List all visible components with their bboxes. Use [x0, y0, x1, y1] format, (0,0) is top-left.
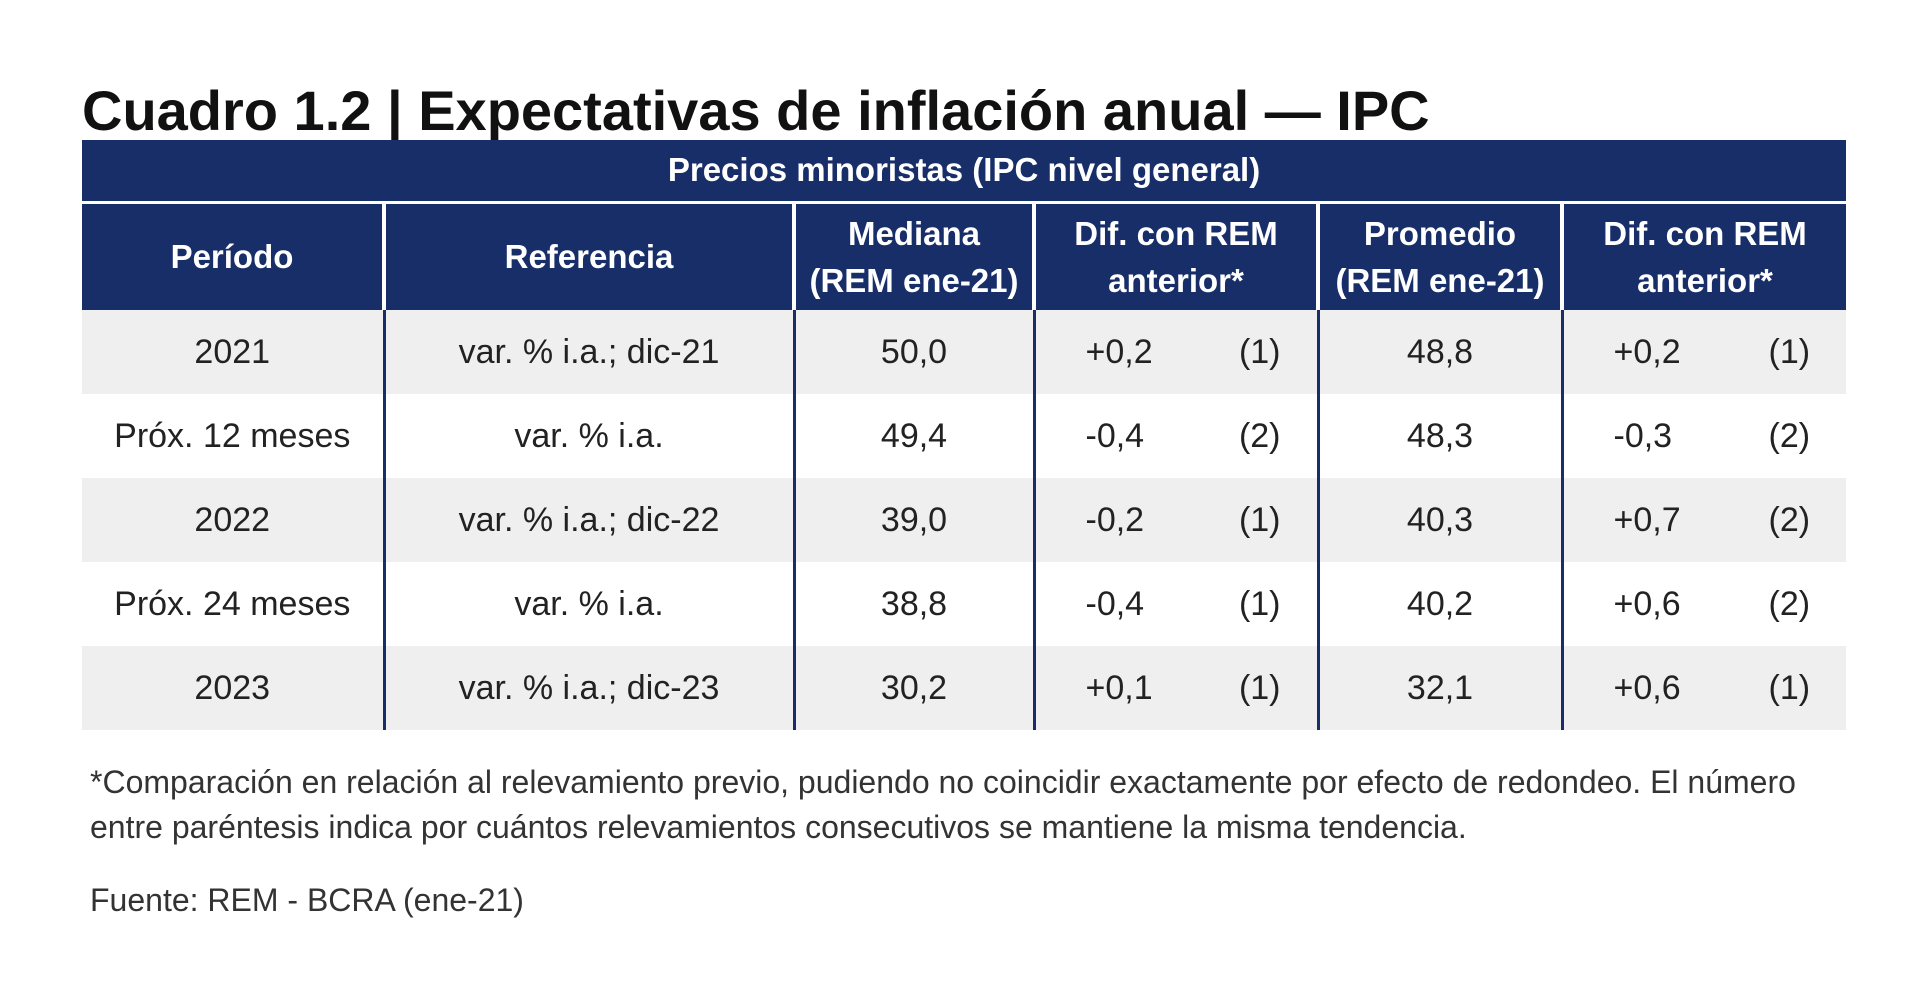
trend-count: (1)	[1238, 584, 1281, 623]
column-header-promedio-line2: (REM ene-21)	[1335, 261, 1545, 299]
column-header-dif-mediana-line2: anterior*	[1108, 261, 1244, 299]
cell-promedio: 48,3	[1316, 394, 1562, 478]
table-title: Cuadro 1.2 | Expectativas de inflación a…	[82, 79, 1430, 142]
cell-dif-mediana: -0,2 (1)	[1032, 478, 1318, 562]
table-row: Próx. 12 meses var. % i.a. 49,4 -0,4 (2) …	[82, 394, 1847, 478]
column-header-mediana-line2: (REM ene-21)	[809, 261, 1019, 299]
cell-mediana: 38,8	[792, 562, 1034, 646]
trend-count: (2)	[1768, 500, 1811, 539]
cell-dif-mediana: -0,4 (2)	[1032, 394, 1318, 478]
cell-mediana: 49,4	[792, 394, 1034, 478]
cell-mediana: 30,2	[792, 646, 1034, 730]
cell-dif-promedio: +0,6 (2)	[1560, 562, 1847, 646]
cell-periodo: 2023	[82, 646, 384, 730]
cell-dif-promedio: +0,6 (1)	[1560, 646, 1847, 730]
dif-value: -0,2	[1085, 500, 1145, 539]
cell-promedio: 40,2	[1316, 562, 1562, 646]
trend-count: (2)	[1238, 416, 1281, 455]
cell-periodo: Próx. 12 meses	[82, 394, 384, 478]
source-note: Fuente: REM - BCRA (ene-21)	[90, 882, 524, 918]
inflation-expectations-table: Precios minoristas (IPC nivel general) P…	[82, 140, 1847, 730]
cell-dif-mediana: +0,2 (1)	[1032, 310, 1318, 394]
trend-count: (1)	[1768, 668, 1811, 707]
column-header-promedio-line1: Promedio	[1363, 214, 1517, 252]
trend-count: (1)	[1768, 332, 1811, 371]
column-header-mediana-line1: Mediana	[847, 214, 981, 252]
cell-periodo: 2022	[82, 478, 384, 562]
table-row: 2023 var. % i.a.; dic-23 30,2 +0,1 (1) 32…	[82, 646, 1847, 730]
dif-value: +0,6	[1613, 584, 1681, 623]
dif-value: +0,2	[1613, 332, 1681, 371]
footnote: *Comparación en relación al relevamiento…	[90, 764, 1796, 845]
cell-dif-promedio: -0,3 (2)	[1560, 394, 1847, 478]
trend-count: (1)	[1238, 668, 1281, 707]
dif-value: -0,3	[1613, 416, 1673, 455]
dif-value: +0,7	[1613, 500, 1681, 539]
dif-value: -0,4	[1085, 416, 1145, 455]
cell-periodo: 2021	[82, 310, 384, 394]
column-header-dif-promedio: Dif. con REM anterior*	[1559, 202, 1847, 310]
column-header-dif-promedio-line1: Dif. con REM	[1603, 214, 1807, 252]
cell-referencia: var. % i.a.; dic-21	[382, 310, 794, 394]
column-header-promedio: Promedio (REM ene-21)	[1316, 202, 1562, 310]
column-header-dif-mediana: Dif. con REM anterior*	[1032, 202, 1318, 310]
cell-referencia: var. % i.a.; dic-22	[382, 478, 794, 562]
group-header-row: Precios minoristas (IPC nivel general)	[82, 140, 1847, 204]
trend-count: (1)	[1238, 332, 1281, 371]
cell-dif-mediana: -0,4 (1)	[1032, 562, 1318, 646]
column-header-periodo: Período	[82, 202, 384, 310]
column-header-row: Período Referencia Mediana (REM ene-21) …	[82, 202, 1847, 310]
dif-value: +0,6	[1613, 668, 1681, 707]
trend-count: (2)	[1768, 584, 1811, 623]
cell-promedio: 48,8	[1316, 310, 1562, 394]
cell-mediana: 50,0	[792, 310, 1034, 394]
cell-dif-promedio: +0,2 (1)	[1560, 310, 1847, 394]
column-header-mediana: Mediana (REM ene-21)	[792, 202, 1034, 310]
cell-promedio: 32,1	[1316, 646, 1562, 730]
cell-dif-mediana: +0,1 (1)	[1032, 646, 1318, 730]
cell-referencia: var. % i.a.	[382, 394, 794, 478]
table-row: Próx. 24 meses var. % i.a. 38,8 -0,4 (1) …	[82, 562, 1847, 646]
column-header-referencia: Referencia	[382, 202, 794, 310]
cell-referencia: var. % i.a.; dic-23	[382, 646, 794, 730]
trend-count: (2)	[1768, 416, 1811, 455]
group-header: Precios minoristas (IPC nivel general)	[82, 140, 1847, 204]
table-row: 2021 var. % i.a.; dic-21 50,0 +0,2 (1) 48…	[82, 310, 1847, 394]
cell-dif-promedio: +0,7 (2)	[1560, 478, 1847, 562]
cell-mediana: 39,0	[792, 478, 1034, 562]
cell-periodo: Próx. 24 meses	[82, 562, 384, 646]
dif-value: +0,1	[1085, 668, 1153, 707]
trend-count: (1)	[1238, 500, 1281, 539]
cell-promedio: 40,3	[1316, 478, 1562, 562]
column-header-dif-mediana-line1: Dif. con REM	[1074, 214, 1278, 252]
column-header-dif-promedio-line2: anterior*	[1637, 261, 1773, 299]
dif-value: -0,4	[1085, 584, 1145, 623]
cell-referencia: var. % i.a.	[382, 562, 794, 646]
table-row: 2022 var. % i.a.; dic-22 39,0 -0,2 (1) 40…	[82, 478, 1847, 562]
dif-value: +0,2	[1085, 332, 1153, 371]
